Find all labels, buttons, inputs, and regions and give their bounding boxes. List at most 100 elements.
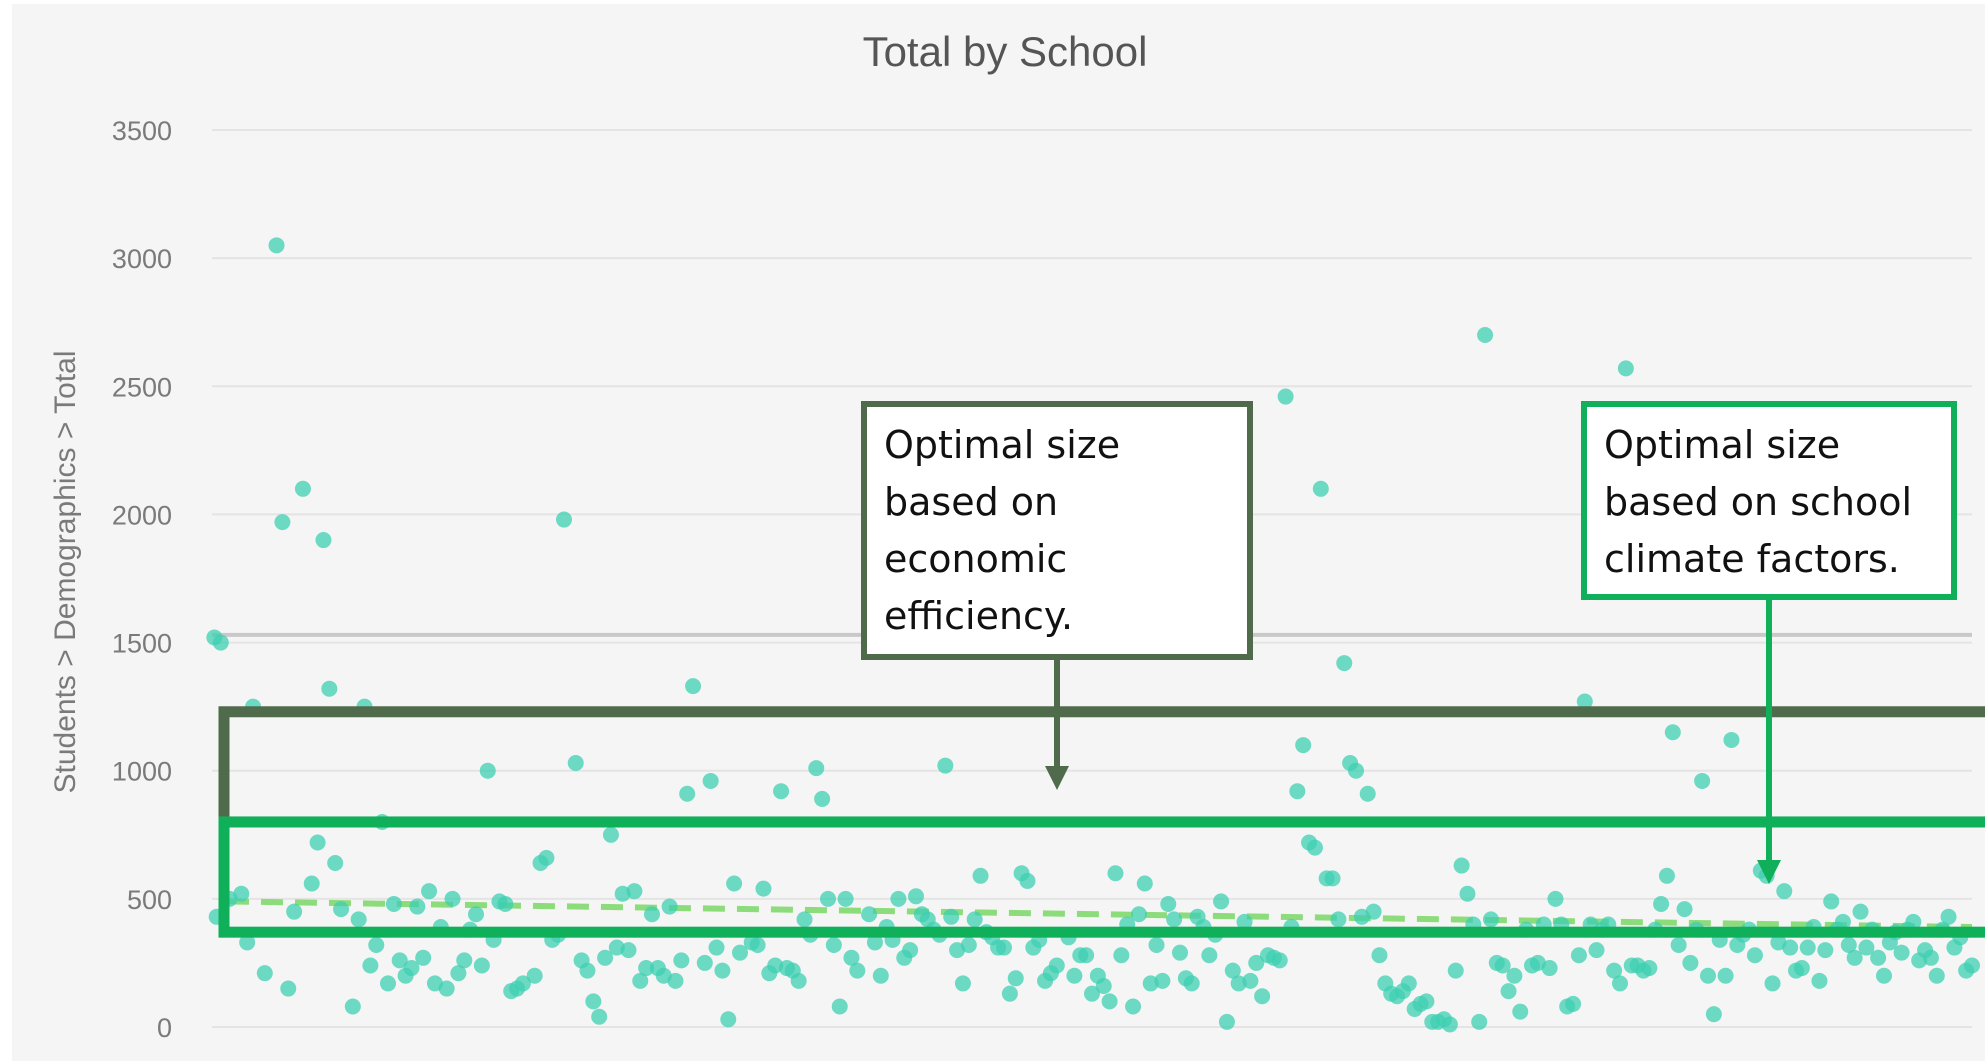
scatter-point	[661, 898, 678, 915]
scatter-point	[1893, 944, 1910, 961]
scatter-point	[327, 854, 344, 871]
y-tick-label: 1500	[112, 629, 172, 659]
scatter-point	[1113, 947, 1130, 964]
scatter-point	[1201, 947, 1218, 964]
scatter-point	[1793, 960, 1810, 977]
scatter-point	[1494, 957, 1511, 974]
y-tick-label: 1000	[112, 757, 172, 787]
scatter-point	[556, 511, 572, 528]
y-axis-label: Students > Demographics > Total	[49, 350, 82, 793]
scatter-point	[937, 757, 954, 774]
callout-economic-line-4: efficiency.	[884, 594, 1073, 638]
scatter-point	[814, 790, 831, 807]
callout-climate-line-3: climate factors.	[1604, 537, 1900, 581]
scatter-point	[1617, 360, 1634, 377]
scatter-point	[315, 532, 332, 549]
scatter-point	[632, 972, 649, 989]
scatter-point	[1905, 913, 1922, 930]
scatter-point	[1330, 911, 1347, 928]
scatter-point	[1095, 977, 1112, 994]
scatter-point	[996, 939, 1012, 956]
scatter-point	[720, 1011, 737, 1028]
scatter-point	[233, 885, 250, 902]
scatter-point	[421, 883, 438, 900]
y-tick-label: 500	[127, 885, 172, 915]
y-tick-label: 3500	[112, 116, 172, 146]
scatter-point	[1500, 983, 1517, 1000]
scatter-point	[1858, 939, 1875, 956]
scatter-point	[403, 960, 420, 977]
scatter-point	[294, 480, 311, 497]
y-tick-label: 2000	[112, 500, 172, 530]
scatter-point	[1078, 947, 1095, 964]
scatter-point	[1148, 936, 1165, 953]
scatter-point	[1570, 947, 1587, 964]
callout-economic-box	[861, 401, 1253, 660]
scatter-point	[344, 998, 361, 1015]
scatter-point	[1512, 1003, 1529, 1020]
scatter-point	[1306, 839, 1323, 856]
scatter-point	[368, 936, 385, 953]
scatter-point	[1236, 913, 1253, 930]
scatter-point	[1940, 908, 1957, 925]
scatter-points	[206, 237, 1980, 1033]
scatter-point	[479, 762, 496, 779]
scatter-point	[1964, 957, 1980, 974]
scatter-point	[732, 944, 748, 961]
scatter-point	[585, 993, 602, 1010]
scatter-point	[456, 952, 473, 969]
scatter-point	[1441, 1016, 1458, 1033]
scatter-point	[790, 972, 807, 989]
scatter-point	[908, 888, 924, 905]
scatter-point	[1418, 993, 1435, 1010]
scatter-point	[597, 949, 614, 966]
scatter-point	[591, 1008, 608, 1025]
scatter-point	[1019, 872, 1036, 889]
scatter-point	[685, 678, 702, 695]
scatter-point	[1166, 911, 1183, 928]
scatter-point	[1653, 895, 1670, 912]
scatter-point	[644, 906, 660, 923]
scatter-point	[567, 755, 584, 772]
scatter-point	[1371, 947, 1388, 964]
scatter-point	[1506, 967, 1523, 984]
scatter-point	[796, 911, 813, 928]
scatter-point	[385, 895, 402, 912]
scatter-point	[468, 906, 484, 923]
scatter-point	[286, 903, 303, 920]
scatter-point	[579, 962, 596, 979]
scatter-point	[1107, 865, 1124, 882]
scatter-point	[1277, 388, 1294, 405]
scatter-point	[667, 972, 684, 989]
scatter-point	[1348, 762, 1364, 779]
scatter-point	[602, 826, 619, 843]
scatter-point	[1670, 936, 1687, 953]
scatter-point	[837, 890, 854, 907]
scatter-point	[1125, 998, 1142, 1015]
scatter-point	[708, 939, 725, 956]
scatter-point	[1664, 724, 1681, 741]
scatter-point	[1453, 857, 1470, 874]
scatter-point	[1817, 942, 1834, 959]
y-tick-label: 2500	[112, 372, 172, 402]
scatter-point	[1365, 903, 1382, 920]
scatter-point	[321, 680, 338, 697]
scatter-point	[538, 849, 555, 866]
scatter-point	[1130, 906, 1147, 923]
scatter-point	[1541, 960, 1558, 977]
scatter-point	[1084, 985, 1100, 1002]
chart-title: Total by School	[863, 28, 1148, 75]
scatter-point	[274, 514, 291, 531]
scatter-point	[268, 237, 285, 254]
scatter-point	[972, 867, 989, 884]
scatter-point	[1928, 967, 1945, 984]
scatter-point	[1612, 975, 1628, 992]
trend-line	[226, 898, 1973, 931]
scatter-point	[350, 911, 367, 928]
callout-climate-line-2: based on school	[1604, 480, 1912, 524]
scatter-point	[714, 962, 731, 979]
scatter-point	[1459, 885, 1476, 902]
scatter-point	[849, 962, 866, 979]
scatter-point	[960, 936, 977, 953]
